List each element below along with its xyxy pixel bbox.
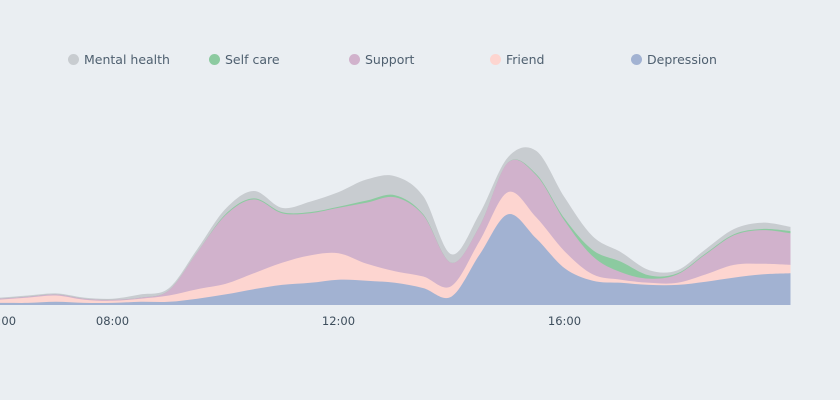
legend-item-depression[interactable]: Depression	[631, 52, 717, 67]
legend-label-depression: Depression	[647, 52, 717, 67]
area-friend[interactable]	[0, 191, 791, 305]
x-tick-label-0600: 06:00	[0, 314, 16, 328]
area-depression[interactable]	[0, 214, 791, 305]
area-support[interactable]	[0, 159, 791, 305]
area-layers	[0, 147, 791, 305]
x-tick-label-0800: 08:00	[96, 314, 129, 328]
x-axis: 06:00 08:00 12:00 16:00	[0, 314, 581, 328]
legend-swatch-friend	[490, 54, 501, 65]
legend-label-friend: Friend	[506, 52, 545, 67]
legend-swatch-self-care	[209, 54, 220, 65]
legend-swatch-depression	[631, 54, 642, 65]
legend-item-support[interactable]: Support	[349, 52, 414, 67]
legend: Mental health Self care Support Friend D…	[0, 52, 840, 72]
x-tick-label-1600: 16:00	[548, 314, 581, 328]
legend-label-mental-health: Mental health	[84, 52, 170, 67]
legend-item-mental-health[interactable]: Mental health	[68, 52, 170, 67]
legend-swatch-mental-health	[68, 54, 79, 65]
legend-label-support: Support	[365, 52, 415, 67]
legend-item-self-care[interactable]: Self care	[209, 52, 280, 67]
legend-item-friend[interactable]: Friend	[490, 52, 544, 67]
legend-swatch-support	[349, 54, 360, 65]
legend-label-self-care: Self care	[225, 52, 280, 67]
x-tick-label-1200: 12:00	[322, 314, 355, 328]
